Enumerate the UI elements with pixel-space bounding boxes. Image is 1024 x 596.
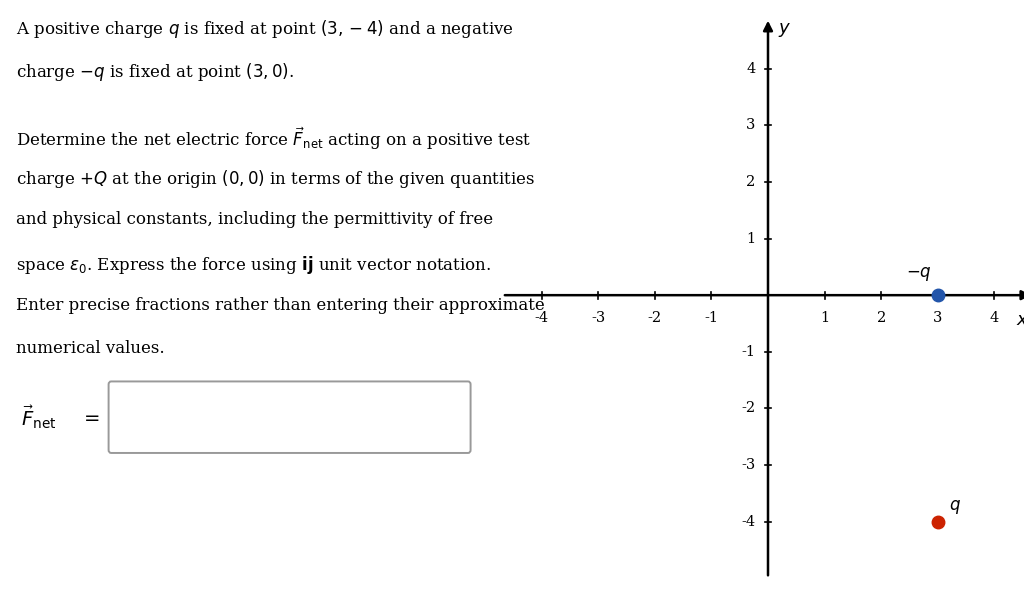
Text: -3: -3 xyxy=(591,311,605,325)
Text: charge $-q$ is fixed at point $(3, 0)$.: charge $-q$ is fixed at point $(3, 0)$. xyxy=(15,61,294,83)
Text: numerical values.: numerical values. xyxy=(15,340,164,357)
Text: $y$: $y$ xyxy=(778,21,792,39)
Text: -1: -1 xyxy=(741,344,756,359)
Text: -2: -2 xyxy=(741,401,756,415)
Text: $x$: $x$ xyxy=(1016,311,1024,329)
Text: and physical constants, including the permittivity of free: and physical constants, including the pe… xyxy=(15,211,493,228)
Text: -4: -4 xyxy=(741,514,756,529)
Text: charge $+Q$ at the origin $(0, 0)$ in terms of the given quantities: charge $+Q$ at the origin $(0, 0)$ in te… xyxy=(15,168,535,190)
FancyBboxPatch shape xyxy=(109,381,471,453)
Text: 4: 4 xyxy=(746,62,756,76)
Text: Determine the net electric force $\vec{F}_{\mathrm{net}}$ acting on a positive t: Determine the net electric force $\vec{F… xyxy=(15,125,530,151)
Text: A positive charge $q$ is fixed at point $(3, -4)$ and a negative: A positive charge $q$ is fixed at point … xyxy=(15,18,513,40)
Text: -1: -1 xyxy=(705,311,719,325)
Text: -2: -2 xyxy=(648,311,662,325)
Text: 3: 3 xyxy=(933,311,942,325)
Text: 2: 2 xyxy=(877,311,886,325)
Text: Enter precise fractions rather than entering their approximate: Enter precise fractions rather than ente… xyxy=(15,297,545,314)
Text: 2: 2 xyxy=(746,175,756,189)
Text: $=$: $=$ xyxy=(80,408,100,426)
Text: 1: 1 xyxy=(820,311,829,325)
Text: $q$: $q$ xyxy=(949,498,961,516)
Text: $\vec{F}_{\mathrm{net}}$: $\vec{F}_{\mathrm{net}}$ xyxy=(20,403,56,431)
Text: -4: -4 xyxy=(535,311,549,325)
Text: space $\varepsilon_0$. Express the force using $\mathbf{ij}$ unit vector notatio: space $\varepsilon_0$. Express the force… xyxy=(15,254,490,276)
Text: $-q$: $-q$ xyxy=(906,265,932,283)
Text: 4: 4 xyxy=(990,311,999,325)
Text: 3: 3 xyxy=(746,119,756,132)
Text: 1: 1 xyxy=(746,232,756,246)
Text: -3: -3 xyxy=(741,458,756,472)
